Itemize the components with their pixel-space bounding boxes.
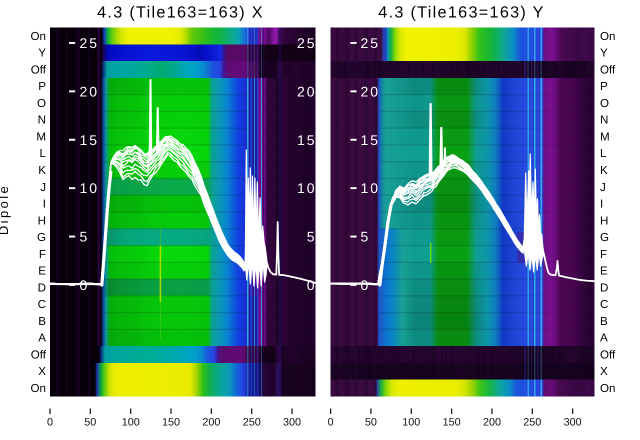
- svg-text:100: 100: [402, 417, 420, 429]
- svg-text:100: 100: [122, 417, 140, 429]
- svg-text:B: B: [600, 315, 608, 328]
- svg-text:O: O: [37, 97, 46, 110]
- svg-text:4.3 (Tile163=163) X: 4.3 (Tile163=163) X: [97, 4, 264, 22]
- svg-text:250: 250: [523, 417, 541, 429]
- svg-text:F: F: [600, 248, 607, 261]
- svg-text:15: 15: [361, 132, 381, 148]
- svg-text:On: On: [600, 382, 615, 395]
- svg-text:10: 10: [361, 180, 381, 196]
- svg-text:150: 150: [443, 417, 461, 429]
- svg-text:Off: Off: [600, 63, 616, 76]
- svg-text:250: 250: [243, 417, 261, 429]
- svg-text:P: P: [600, 80, 608, 93]
- svg-text:O: O: [600, 97, 609, 110]
- svg-text:200: 200: [483, 417, 501, 429]
- svg-text:H: H: [600, 214, 608, 227]
- svg-text:0: 0: [361, 277, 371, 293]
- svg-text:25: 25: [297, 35, 317, 51]
- svg-text:Off: Off: [31, 63, 47, 76]
- svg-text:L: L: [600, 147, 607, 160]
- svg-text:50: 50: [84, 417, 96, 429]
- svg-text:Dipole: Dipole: [0, 184, 11, 235]
- svg-text:5: 5: [307, 229, 317, 245]
- svg-text:G: G: [37, 231, 46, 244]
- svg-text:G: G: [600, 231, 609, 244]
- svg-text:25: 25: [361, 35, 381, 51]
- svg-text:On: On: [31, 30, 46, 43]
- svg-text:C: C: [600, 298, 608, 311]
- svg-text:10: 10: [80, 180, 100, 196]
- svg-text:25: 25: [80, 35, 100, 51]
- svg-text:5: 5: [361, 229, 371, 245]
- svg-text:B: B: [38, 315, 46, 328]
- svg-text:P: P: [38, 80, 46, 93]
- svg-text:20: 20: [297, 83, 317, 99]
- svg-text:H: H: [38, 214, 46, 227]
- svg-text:D: D: [38, 281, 46, 294]
- svg-text:X: X: [38, 365, 46, 378]
- svg-text:J: J: [600, 181, 606, 194]
- svg-text:N: N: [600, 114, 608, 127]
- svg-text:C: C: [38, 298, 46, 311]
- svg-text:200: 200: [202, 417, 220, 429]
- svg-text:On: On: [600, 30, 615, 43]
- svg-text:N: N: [38, 114, 46, 127]
- svg-text:I: I: [600, 198, 603, 211]
- svg-text:20: 20: [361, 83, 381, 99]
- svg-text:Off: Off: [31, 348, 47, 361]
- svg-text:10: 10: [297, 180, 317, 196]
- svg-text:On: On: [31, 382, 46, 395]
- svg-text:K: K: [600, 164, 608, 177]
- svg-text:0: 0: [47, 417, 53, 429]
- svg-text:E: E: [600, 265, 608, 278]
- svg-text:M: M: [36, 131, 46, 144]
- svg-text:15: 15: [297, 132, 317, 148]
- svg-text:15: 15: [80, 132, 100, 148]
- svg-text:4.3 (Tile163=163) Y: 4.3 (Tile163=163) Y: [378, 4, 544, 22]
- svg-text:300: 300: [564, 417, 582, 429]
- svg-text:M: M: [600, 131, 610, 144]
- svg-text:20: 20: [80, 83, 100, 99]
- svg-text:A: A: [600, 332, 608, 345]
- svg-text:300: 300: [283, 417, 301, 429]
- svg-text:Y: Y: [600, 47, 608, 60]
- svg-text:150: 150: [162, 417, 180, 429]
- svg-text:Y: Y: [38, 47, 46, 60]
- svg-text:0: 0: [328, 417, 334, 429]
- svg-text:E: E: [38, 265, 46, 278]
- svg-text:50: 50: [365, 417, 377, 429]
- svg-text:5: 5: [80, 229, 90, 245]
- svg-text:X: X: [600, 365, 608, 378]
- svg-text:D: D: [600, 281, 608, 294]
- svg-text:Off: Off: [600, 348, 616, 361]
- svg-text:0: 0: [307, 277, 317, 293]
- svg-text:0: 0: [80, 277, 90, 293]
- svg-text:J: J: [40, 181, 46, 194]
- svg-text:K: K: [38, 164, 46, 177]
- svg-text:A: A: [38, 332, 46, 345]
- svg-text:I: I: [43, 198, 46, 211]
- svg-text:F: F: [39, 248, 46, 261]
- svg-text:L: L: [40, 147, 47, 160]
